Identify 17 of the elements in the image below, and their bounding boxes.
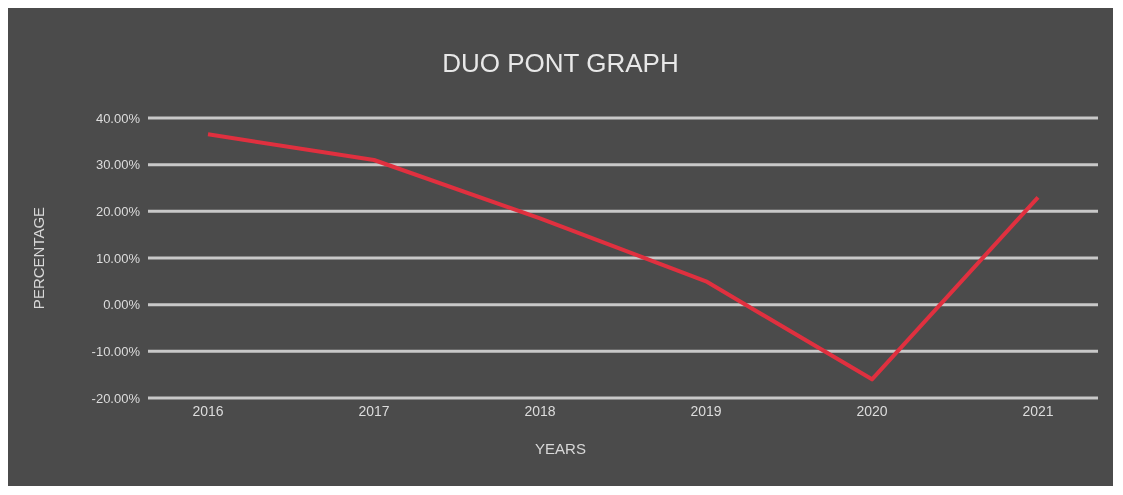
y-axis-title: PERCENTAGE bbox=[29, 206, 47, 310]
x-axis-title: YEARS bbox=[534, 440, 587, 457]
x-tick-label: 2018 bbox=[524, 402, 556, 419]
y-tick-label: 10.00% bbox=[95, 250, 141, 266]
y-tick-label: 20.00% bbox=[95, 203, 141, 219]
y-tick-label: 30.00% bbox=[95, 157, 141, 173]
x-tick-label: 2020 bbox=[856, 402, 888, 419]
y-tick-label: -10.00% bbox=[91, 343, 141, 359]
x-tick-label: 2021 bbox=[1022, 402, 1054, 419]
y-tick-label: -20.00% bbox=[91, 390, 141, 406]
x-tick-label: 2017 bbox=[358, 402, 390, 419]
y-tick-label: 40.00% bbox=[95, 110, 141, 126]
y-tick-label: 0.00% bbox=[103, 297, 141, 313]
x-tick-label: 2016 bbox=[192, 402, 224, 419]
line-series bbox=[206, 132, 1040, 382]
x-tick-label: 2019 bbox=[690, 402, 722, 419]
chart-title: DUO PONT GRAPH bbox=[441, 48, 680, 79]
